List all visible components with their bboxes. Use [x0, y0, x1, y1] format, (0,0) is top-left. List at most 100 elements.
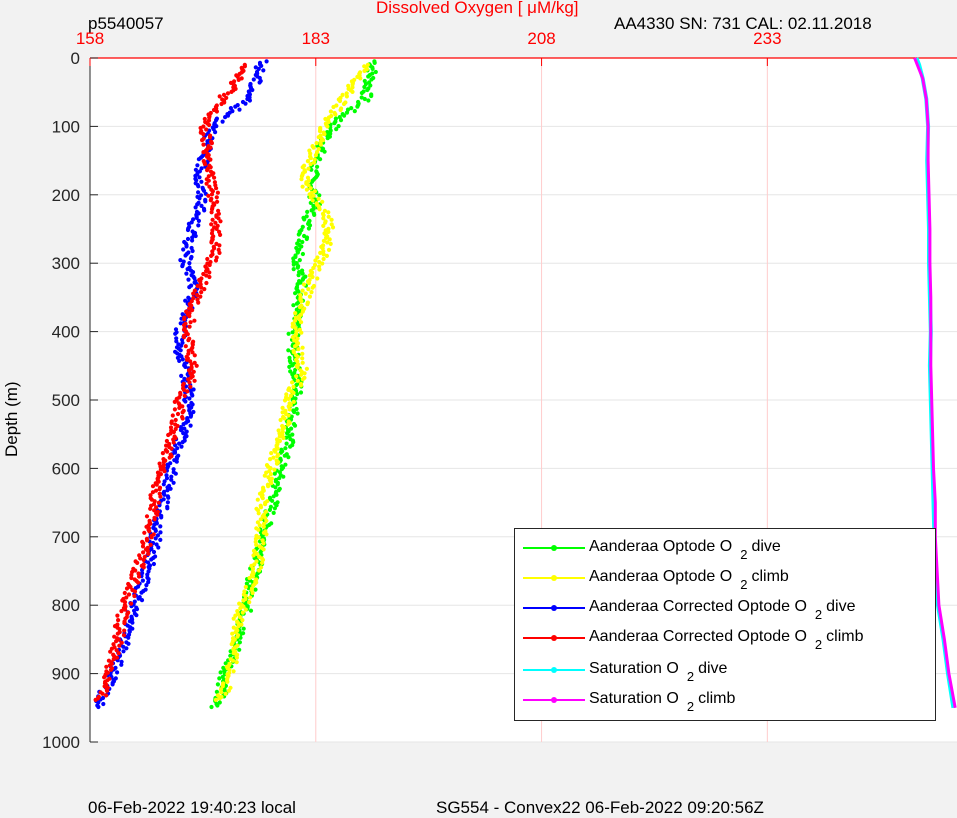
data-point: [116, 651, 121, 656]
data-point: [310, 274, 315, 280]
data-point: [241, 626, 246, 631]
y-tick-label: 400: [52, 323, 80, 342]
data-point: [328, 109, 333, 114]
data-point: [275, 446, 280, 451]
data-point: [286, 331, 291, 336]
data-point: [204, 268, 209, 274]
data-point: [196, 184, 201, 189]
data-point: [122, 628, 127, 633]
data-point: [272, 471, 277, 476]
series-sat_climb: [913, 57, 957, 709]
data-point: [237, 107, 242, 112]
data-point: [370, 66, 375, 71]
data-point: [313, 153, 318, 158]
data-point: [174, 336, 179, 341]
data-point: [196, 157, 201, 162]
footer-mission: SG554 - Convex22 06-Feb-2022 09:20:56Z: [436, 798, 764, 817]
data-point: [261, 524, 266, 529]
data-point: [158, 467, 163, 472]
data-point: [178, 321, 183, 326]
data-point: [183, 399, 188, 404]
data-point: [147, 529, 152, 534]
data-point: [250, 574, 256, 579]
data-point: [180, 264, 185, 269]
data-point: [313, 258, 318, 263]
data-point: [280, 405, 285, 410]
data-point: [188, 384, 193, 389]
data-point: [165, 506, 170, 511]
data-point: [167, 455, 172, 460]
data-point: [320, 261, 325, 266]
data-point: [321, 252, 326, 257]
data-point: [132, 589, 138, 594]
data-point: [369, 77, 374, 82]
data-point: [254, 542, 259, 548]
data-point: [159, 515, 164, 520]
data-point: [181, 422, 186, 427]
data-point: [171, 467, 176, 472]
data-point: [151, 549, 157, 555]
data-point: [328, 241, 333, 246]
data-point: [141, 565, 146, 570]
data-point: [136, 596, 141, 601]
data-point: [260, 496, 265, 501]
data-point: [181, 247, 186, 252]
y-tick-label: 800: [52, 596, 80, 615]
data-point: [261, 521, 267, 526]
data-point: [238, 606, 243, 611]
data-point: [236, 621, 241, 626]
data-point: [145, 560, 151, 565]
data-point: [283, 446, 288, 451]
data-point: [235, 634, 240, 639]
data-point: [148, 542, 153, 548]
data-point: [317, 129, 323, 134]
data-point: [350, 89, 355, 94]
data-point: [209, 222, 214, 227]
data-point: [366, 74, 371, 79]
data-point: [201, 150, 206, 155]
data-point: [254, 551, 259, 557]
data-point: [299, 244, 304, 249]
data-point: [256, 511, 261, 516]
data-point: [260, 560, 265, 566]
data-point: [214, 124, 219, 129]
data-point: [214, 186, 219, 191]
data-point: [281, 474, 286, 479]
data-point: [172, 399, 177, 404]
data-point: [158, 524, 163, 529]
data-point: [171, 440, 176, 445]
data-point: [108, 667, 114, 672]
data-point: [119, 662, 124, 667]
data-point: [199, 179, 204, 184]
data-point: [366, 98, 371, 103]
data-point: [368, 83, 373, 88]
data-point: [243, 101, 248, 106]
data-point: [158, 537, 163, 543]
data-point: [283, 462, 288, 467]
data-point: [207, 274, 212, 280]
data-point: [268, 457, 273, 462]
data-point: [291, 262, 296, 267]
data-point: [321, 216, 326, 221]
data-point: [193, 173, 198, 178]
y-tick-label: 300: [52, 254, 80, 273]
data-point: [309, 290, 314, 295]
data-point: [308, 195, 313, 200]
data-point: [175, 423, 180, 429]
data-point: [195, 283, 200, 289]
data-point: [243, 584, 248, 590]
data-point: [214, 226, 219, 231]
data-point: [251, 77, 256, 82]
data-point: [119, 640, 124, 645]
data-point: [293, 344, 298, 349]
data-point: [237, 71, 242, 76]
data-point: [288, 444, 293, 449]
data-point: [204, 280, 209, 286]
data-point: [144, 514, 150, 519]
data-point: [315, 276, 320, 281]
data-point: [218, 232, 223, 237]
x-tick-label: 183: [302, 29, 330, 48]
data-point: [286, 455, 291, 460]
data-point: [198, 294, 203, 299]
data-point: [197, 196, 202, 201]
